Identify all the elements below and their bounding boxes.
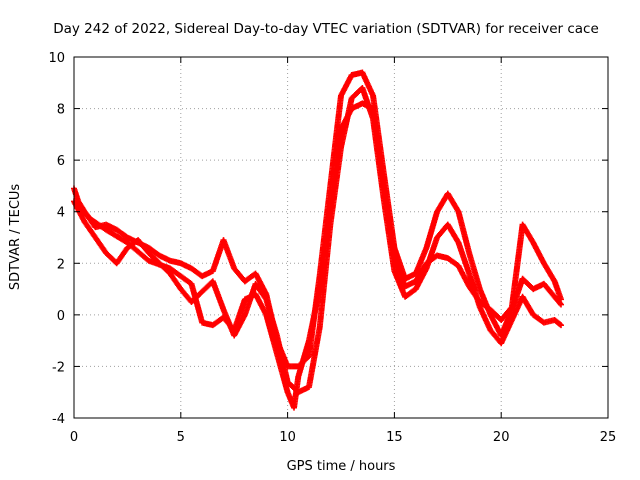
data-points <box>71 69 565 411</box>
y-tick-label: 8 <box>57 103 65 118</box>
y-tick-label: 4 <box>57 206 65 221</box>
data-point <box>556 321 563 328</box>
data-point <box>558 322 565 329</box>
y-tick-label: -4 <box>52 412 65 427</box>
x-tick-label: 10 <box>279 430 296 445</box>
ticks: 0 5 10 15 20 25 -4 -2 0 2 4 6 8 10 <box>48 51 616 445</box>
x-tick-label: 0 <box>70 430 78 445</box>
data-point <box>558 296 565 303</box>
x-tick-label: 25 <box>600 430 617 445</box>
data-series <box>75 100 565 411</box>
y-tick-label: -2 <box>52 360 65 375</box>
y-tick-label: 0 <box>57 309 65 324</box>
data-point <box>558 301 565 308</box>
x-tick-label: 15 <box>386 430 403 445</box>
chart-title: Day 242 of 2022, Sidereal Day-to-day VTE… <box>53 21 599 37</box>
y-tick-label: 6 <box>57 154 65 169</box>
x-tick-label: 20 <box>493 430 510 445</box>
data-point <box>557 300 564 307</box>
y-tick-label: 10 <box>48 51 65 66</box>
x-axis-title: GPS time / hours <box>287 459 396 474</box>
y-tick-label: 2 <box>57 257 65 272</box>
x-tick-label: 5 <box>177 430 185 445</box>
plot-frame <box>73 56 609 419</box>
y-axis-title: SDTVAR / TECUs <box>8 184 23 291</box>
